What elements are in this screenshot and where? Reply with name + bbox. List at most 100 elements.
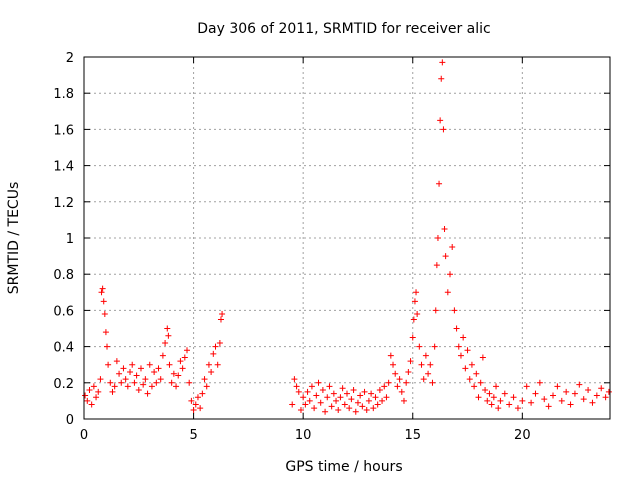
- data-point: [374, 401, 381, 408]
- data-point: [407, 358, 414, 365]
- data-point: [335, 406, 342, 413]
- data-point: [105, 361, 112, 368]
- data-point: [363, 406, 370, 413]
- data-point: [293, 383, 300, 390]
- data-point: [376, 387, 383, 394]
- data-point: [501, 390, 508, 397]
- data-point: [385, 379, 392, 386]
- axis-ticks: [83, 56, 610, 420]
- data-point: [324, 394, 331, 401]
- data-point: [403, 379, 410, 386]
- data-point: [344, 390, 350, 397]
- data-point: [319, 387, 326, 394]
- data-point: [197, 405, 204, 412]
- data-point: [558, 397, 565, 404]
- data-point: [333, 397, 340, 404]
- x-axis-label: GPS time / hours: [285, 459, 402, 475]
- data-point: [580, 396, 587, 403]
- x-tick-labels: 0 5 10 15 20: [80, 428, 531, 443]
- data-point: [585, 387, 592, 394]
- data-point: [466, 376, 473, 383]
- y-tick-label: 1: [66, 232, 74, 247]
- data-point: [396, 376, 403, 383]
- data-point: [598, 385, 605, 392]
- data-point: [523, 383, 530, 390]
- data-point: [444, 289, 451, 296]
- data-point: [300, 394, 307, 401]
- data-point: [210, 350, 217, 357]
- data-point: [315, 379, 322, 386]
- plot-frame: [83, 56, 611, 420]
- y-tick-label: 2: [66, 51, 74, 66]
- data-points: [82, 59, 612, 415]
- data-point: [457, 352, 464, 359]
- data-point: [192, 401, 199, 408]
- data-point: [354, 399, 361, 406]
- data-point: [170, 370, 177, 377]
- data-point: [550, 392, 557, 399]
- data-point: [201, 376, 208, 383]
- data-point: [129, 361, 136, 368]
- data-point: [405, 368, 412, 375]
- y-tick-label: 0.2: [53, 377, 74, 392]
- data-point: [190, 406, 197, 413]
- data-point: [165, 332, 172, 339]
- data-point: [289, 401, 296, 408]
- data-point: [127, 368, 134, 375]
- data-point: [571, 390, 578, 397]
- x-tick-label: 5: [189, 428, 197, 443]
- data-point: [368, 390, 375, 397]
- data-point: [451, 307, 458, 314]
- data-point: [398, 388, 405, 395]
- data-point: [186, 379, 193, 386]
- chart-title: Day 306 of 2011, SRMTID for receiver ali…: [197, 21, 490, 37]
- data-point: [208, 368, 215, 375]
- data-point: [140, 381, 147, 388]
- data-point: [177, 358, 184, 365]
- data-point: [188, 397, 195, 404]
- data-point: [216, 339, 223, 346]
- data-point: [497, 397, 504, 404]
- data-point: [99, 285, 106, 292]
- data-point: [173, 383, 180, 390]
- data-point: [453, 325, 460, 332]
- data-point: [100, 298, 107, 305]
- data-point: [394, 383, 401, 390]
- data-point: [179, 365, 186, 372]
- data-point: [217, 316, 224, 323]
- data-point: [348, 396, 355, 403]
- y-tick-label: 1.6: [53, 123, 74, 138]
- data-point: [434, 235, 441, 241]
- data-point: [151, 368, 158, 375]
- data-point: [326, 383, 333, 390]
- data-point: [473, 370, 480, 377]
- data-point: [291, 376, 298, 383]
- data-point: [135, 387, 142, 394]
- y-tick-label: 0.6: [53, 304, 74, 319]
- data-point: [442, 253, 449, 260]
- data-point: [475, 394, 482, 401]
- data-point: [101, 311, 108, 318]
- data-point: [462, 365, 469, 372]
- data-point: [313, 392, 320, 399]
- data-point: [102, 329, 109, 336]
- data-point: [490, 394, 497, 401]
- data-point: [88, 401, 95, 408]
- data-point: [82, 392, 89, 399]
- data-point: [90, 383, 97, 390]
- data-point: [392, 370, 399, 377]
- data-point: [120, 365, 127, 372]
- data-point: [157, 376, 164, 383]
- data-point: [142, 376, 149, 383]
- data-point: [330, 390, 337, 397]
- data-point: [337, 394, 344, 401]
- data-point: [449, 244, 456, 251]
- data-point: [383, 394, 390, 401]
- y-tick-label: 1.4: [53, 160, 74, 175]
- data-point: [425, 370, 432, 377]
- data-point: [148, 383, 155, 390]
- data-point: [111, 383, 118, 390]
- data-point: [311, 405, 318, 412]
- data-point: [137, 365, 144, 372]
- data-point: [420, 376, 427, 383]
